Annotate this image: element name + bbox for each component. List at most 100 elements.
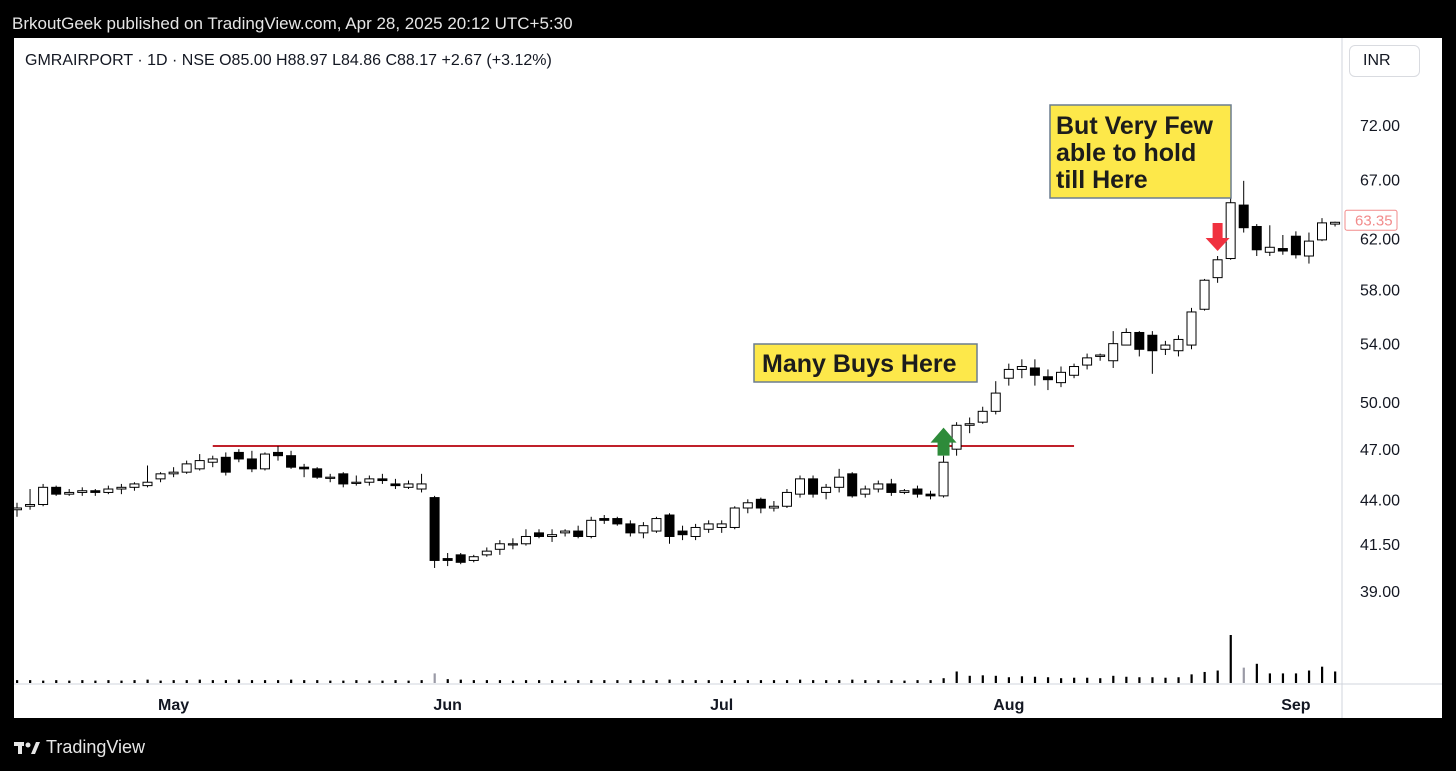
candle	[51, 485, 62, 496]
candle-body	[1056, 371, 1066, 384]
candle	[507, 538, 518, 550]
candle-body	[1330, 221, 1341, 225]
down-arrow-icon	[1205, 223, 1230, 252]
callout-box	[1049, 104, 1232, 199]
candle	[821, 483, 832, 500]
volume-bar	[433, 673, 436, 683]
volume-bar	[1203, 671, 1206, 683]
time-axis[interactable]: May Jun Jul Aug Sep	[158, 697, 1311, 714]
candle-body	[299, 466, 310, 470]
candle-body	[194, 460, 205, 470]
volume-bar	[994, 675, 997, 683]
candle	[886, 478, 897, 496]
candle	[142, 465, 153, 488]
candle	[703, 520, 714, 533]
candle-body	[690, 526, 701, 537]
candle	[847, 472, 858, 498]
candle-body	[403, 483, 414, 488]
volume-bar	[707, 680, 710, 683]
candle-body	[1003, 368, 1014, 379]
volume-bar	[1177, 677, 1180, 683]
currency-selector[interactable]: INR	[1349, 45, 1420, 77]
candle	[1264, 225, 1275, 257]
candle	[1303, 232, 1314, 264]
candle-body	[742, 502, 753, 509]
candle-body	[899, 490, 910, 493]
volume-bar	[1125, 676, 1128, 683]
candle-body	[1069, 366, 1080, 376]
x-month-label: May	[158, 697, 189, 714]
candle-body	[429, 497, 440, 561]
volume-bar	[981, 675, 984, 683]
last-price-label: 63.35	[1355, 212, 1393, 229]
candle-body	[259, 453, 270, 470]
candle-body	[573, 530, 584, 537]
candle	[1317, 218, 1327, 242]
candle	[677, 525, 688, 541]
candle	[181, 460, 192, 474]
candle-body	[1186, 311, 1197, 346]
candle-body	[246, 458, 257, 470]
volume-bar	[851, 679, 854, 683]
volume-bar	[159, 680, 162, 683]
volume-bar	[668, 679, 671, 683]
candle	[90, 489, 101, 496]
candle-body	[1134, 331, 1145, 350]
volume-bar	[459, 679, 462, 683]
candle	[1056, 366, 1066, 388]
candle	[77, 487, 88, 496]
volume-bar	[694, 680, 697, 683]
volume-bar	[772, 680, 776, 683]
volume-bar	[642, 680, 645, 683]
volume-bar	[446, 679, 449, 683]
candle-body	[455, 554, 466, 563]
candle-body	[273, 451, 283, 457]
candle-body	[103, 488, 114, 493]
volume-bar	[1073, 677, 1076, 683]
volume-bar	[1046, 677, 1050, 683]
volume-bar	[55, 680, 58, 683]
candle-body	[14, 507, 22, 511]
candle	[1042, 369, 1053, 391]
candle	[742, 499, 753, 514]
candle-body	[925, 493, 936, 497]
candle-body	[286, 455, 297, 468]
x-month-label: Jul	[710, 697, 733, 714]
candle-body	[912, 488, 923, 495]
candle	[520, 529, 531, 546]
volume-bar	[877, 680, 880, 683]
volume-bars	[16, 635, 1337, 683]
candle-body	[155, 473, 166, 480]
candle	[1173, 335, 1184, 357]
volume-bar	[329, 680, 332, 683]
volume-bar	[1112, 675, 1115, 683]
candle-body	[442, 558, 453, 561]
price-axis[interactable]: 72.00 67.00 62.00 58.00 54.00 50.00 47.00 44.00…	[1344, 118, 1400, 601]
candle	[1134, 331, 1145, 357]
candle	[377, 473, 388, 484]
chart-panel[interactable]: GMRAIRPORT · 1D · NSE O85.00 H88.97 L84.…	[14, 38, 1442, 718]
callout-text: till Here	[1056, 166, 1148, 194]
tradingview-wordmark: TradingView	[46, 737, 146, 757]
volume-bar	[890, 680, 893, 683]
candle-body	[834, 476, 845, 488]
candle	[1199, 278, 1210, 311]
candle	[1238, 180, 1249, 233]
candle-body	[1121, 331, 1132, 346]
candle-body	[351, 481, 362, 484]
candle	[481, 547, 492, 557]
currency-label: INR	[1363, 52, 1391, 69]
candle	[795, 475, 805, 498]
candle	[1290, 231, 1301, 259]
candle-body	[534, 532, 544, 537]
volume-bar	[1164, 677, 1167, 683]
candle	[416, 473, 427, 493]
candle-body	[312, 468, 323, 478]
candle	[273, 445, 283, 461]
candle	[1147, 331, 1158, 374]
candle-body	[468, 556, 479, 561]
candle-body	[507, 543, 518, 546]
candle	[664, 513, 675, 544]
candle	[38, 483, 49, 507]
